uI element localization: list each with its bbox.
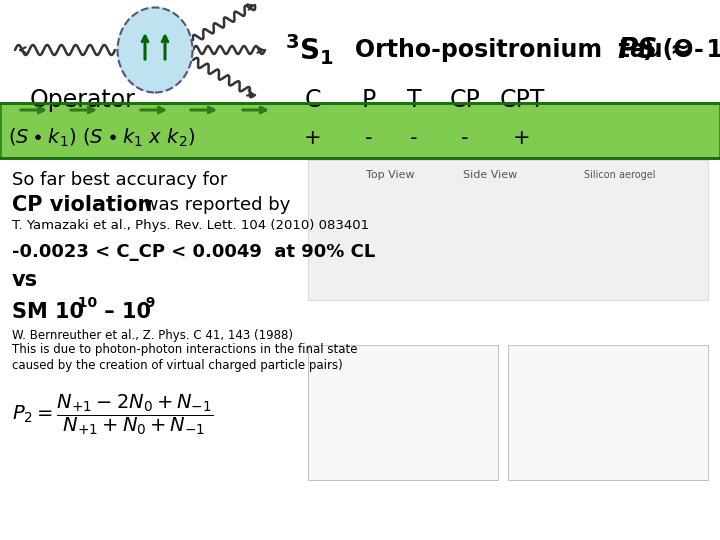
Text: Operator: Operator	[30, 88, 136, 112]
Text: Side View: Side View	[463, 170, 517, 180]
Text: -: -	[462, 128, 469, 148]
Text: -: -	[410, 128, 418, 148]
Text: P: P	[362, 88, 376, 112]
Text: Silicon aerogel: Silicon aerogel	[584, 170, 656, 180]
Text: was reported by: was reported by	[138, 196, 290, 214]
Text: caused by the creation of virtual charged particle pairs): caused by the creation of virtual charge…	[12, 359, 343, 372]
Text: -10: -10	[72, 296, 97, 310]
Ellipse shape	[117, 8, 192, 92]
Text: -0.0023 < C_CP < 0.0049  at 90% CL: -0.0023 < C_CP < 0.0049 at 90% CL	[12, 243, 375, 261]
Text: CP: CP	[449, 88, 480, 112]
Text: – 10: – 10	[97, 302, 151, 322]
Text: +: +	[513, 128, 531, 148]
Text: T. Yamazaki et al., Phys. Rev. Lett. 104 (2010) 083401: T. Yamazaki et al., Phys. Rev. Lett. 104…	[12, 219, 369, 232]
Text: -9: -9	[140, 296, 156, 310]
Text: $(S \bullet k_1)\ (S \bullet k_1\ x\ k_2)$: $(S \bullet k_1)\ (S \bullet k_1\ x\ k_2…	[8, 127, 195, 149]
Bar	[0, 103, 720, 158]
Text: Ortho-positronium  tau(O-: Ortho-positronium tau(O-	[355, 38, 703, 62]
Text: Top View: Top View	[366, 170, 414, 180]
Text: CPT: CPT	[499, 88, 545, 112]
Bar	[508, 345, 708, 480]
Text: C: C	[305, 88, 321, 112]
Text: -: -	[365, 128, 373, 148]
Bar	[308, 345, 498, 480]
Text: T: T	[407, 88, 421, 112]
Text: W. Bernreuther et al., Z. Phys. C 41, 143 (1988): W. Bernreuther et al., Z. Phys. C 41, 14…	[12, 328, 293, 341]
Text: SM 10: SM 10	[12, 302, 84, 322]
Text: vs: vs	[12, 270, 38, 290]
Text: )  ≈  142 ns: ) ≈ 142 ns	[643, 38, 720, 62]
Text: +: +	[304, 128, 322, 148]
Bar	[308, 160, 708, 300]
Text: This is due to photon-photon interactions in the final state: This is due to photon-photon interaction…	[12, 343, 358, 356]
Text: $P_2 = \dfrac{N_{+1} - 2N_0 + N_{-1}}{N_{+1} + N_0 + N_{-1}}$: $P_2 = \dfrac{N_{+1} - 2N_0 + N_{-1}}{N_…	[12, 393, 214, 437]
Text: PS: PS	[617, 36, 657, 64]
Text: CP violation: CP violation	[12, 195, 153, 215]
Text: $\mathbf{^3S_1}$: $\mathbf{^3S_1}$	[285, 32, 334, 68]
Text: So far best accuracy for: So far best accuracy for	[12, 171, 228, 189]
